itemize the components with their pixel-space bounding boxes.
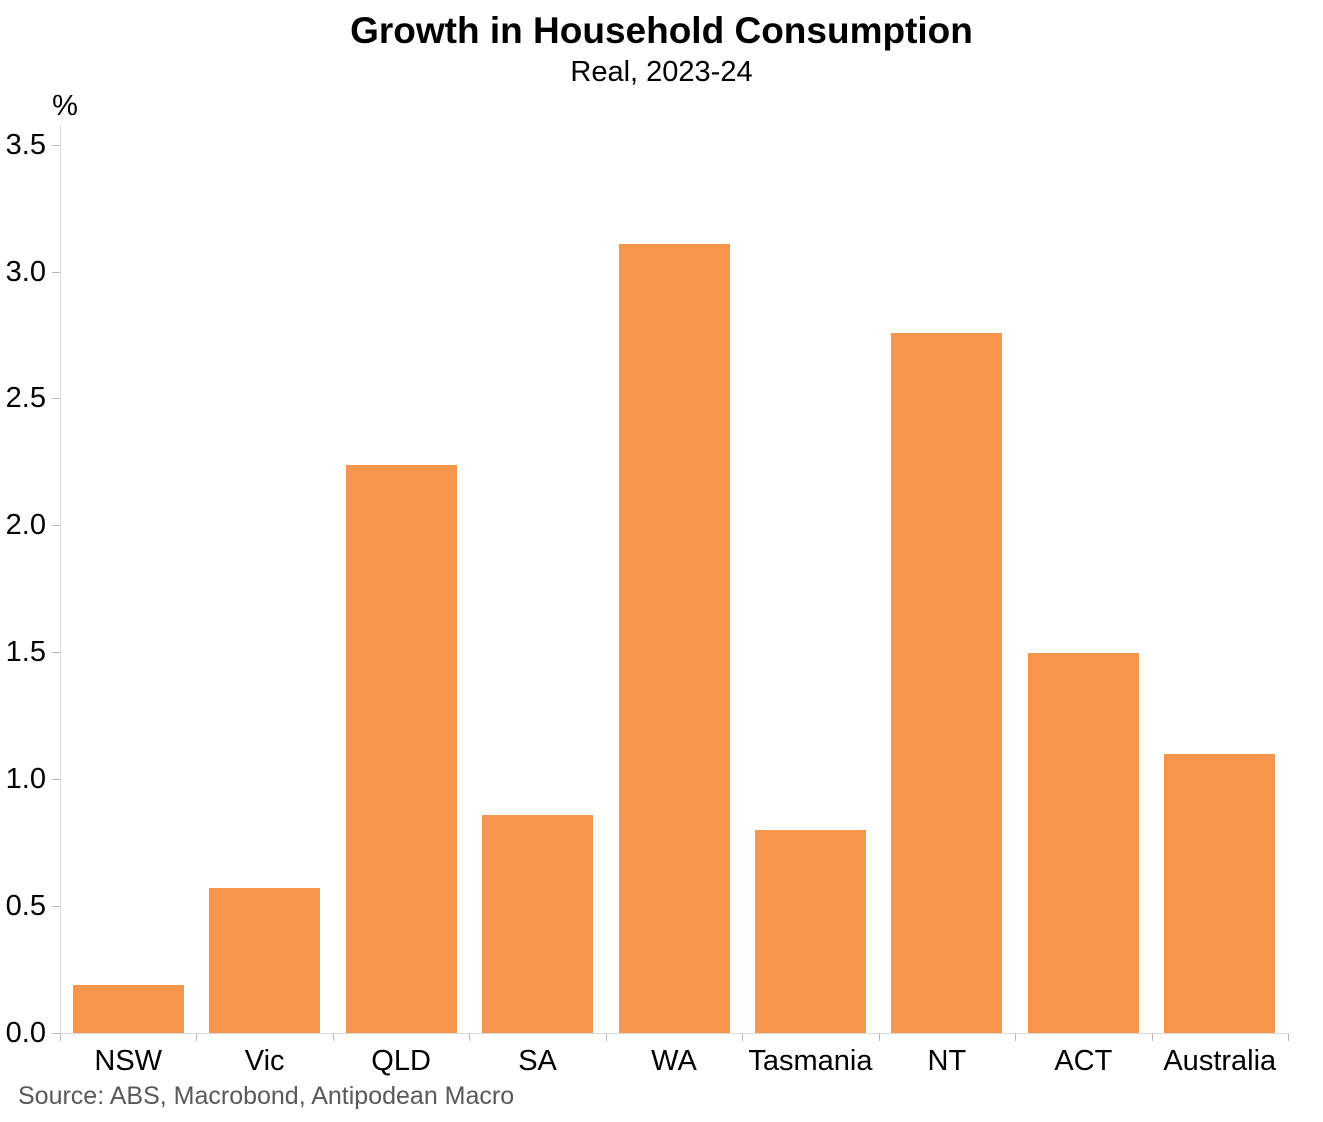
y-axis-tick-label-3.0: 3.0 [5,255,46,288]
chart-title: Growth in Household Consumption [350,10,973,51]
x-axis-tick-6 [878,1034,880,1041]
x-axis-tick-1 [196,1034,198,1041]
y-axis-tick-2.5 [52,398,60,400]
plot-area: 0.0 0.5 1.0 1.5 2.0 2.5 3.0 3.5 NSW Vic QLD SA WA Tas… [6,125,1289,1077]
x-axis-category-label-act: ACT [1054,1045,1113,1077]
y-axis-tick-2.0 [52,525,60,527]
x-axis-line [60,1033,1289,1034]
y-axis-tick-0.0 [52,1032,60,1034]
y-axis-tick-label-0.0: 0.0 [5,1016,46,1049]
x-axis-category-label-nt: NT [927,1045,967,1077]
y-axis-unit-label: % [52,90,78,122]
bar-vic [209,888,321,1033]
y-axis-tick-1.5 [52,652,60,654]
bar-qld [345,464,457,1033]
bar-tasmania [754,830,866,1033]
y-axis-tick-3.5 [52,144,60,146]
x-axis-category-label-sa: SA [518,1045,557,1077]
x-axis-tick-7 [1015,1034,1017,1041]
y-axis-tick-0.5 [52,905,60,907]
x-axis-category-label-australia: Australia [1163,1045,1277,1077]
x-axis-tick-2 [332,1034,334,1041]
bar-nt [891,332,1003,1033]
x-axis-category-label-vic: Vic [244,1045,285,1077]
x-axis-tick-4 [605,1034,607,1041]
x-axis-tick-5 [742,1034,744,1041]
bar-nsw [72,984,184,1033]
chart-subtitle: Real, 2023-24 [570,56,753,88]
x-axis-tick-9 [1288,1034,1289,1041]
x-axis-tick-0 [60,1034,61,1041]
x-axis-category-label-wa: WA [651,1045,697,1077]
y-axis-tick-1.0 [52,778,60,780]
x-axis-tick-8 [1151,1034,1153,1041]
bar-wa [618,244,730,1033]
x-axis-category-label-tasmania: Tasmania [748,1045,873,1077]
x-axis-category-label-nsw: NSW [94,1045,163,1077]
y-axis-tick-label-2.5: 2.5 [5,382,46,415]
bar-sa [482,814,594,1033]
source-note: Source: ABS, Macrobond, Antipodean Macro [18,1082,515,1110]
y-axis-tick-label-1.5: 1.5 [5,636,46,669]
y-axis-line [60,125,61,1033]
y-axis-tick-label-2.0: 2.0 [5,509,46,542]
y-axis-tick-label-3.5: 3.5 [5,128,46,161]
y-axis-tick-3.0 [52,271,60,273]
bar-act [1027,652,1139,1033]
y-axis-tick-label-0.5: 0.5 [5,889,46,922]
bar-australia [1164,754,1276,1033]
x-axis-category-label-qld: QLD [371,1045,431,1077]
x-axis-tick-3 [469,1034,471,1041]
y-axis-tick-label-1.0: 1.0 [5,762,46,795]
